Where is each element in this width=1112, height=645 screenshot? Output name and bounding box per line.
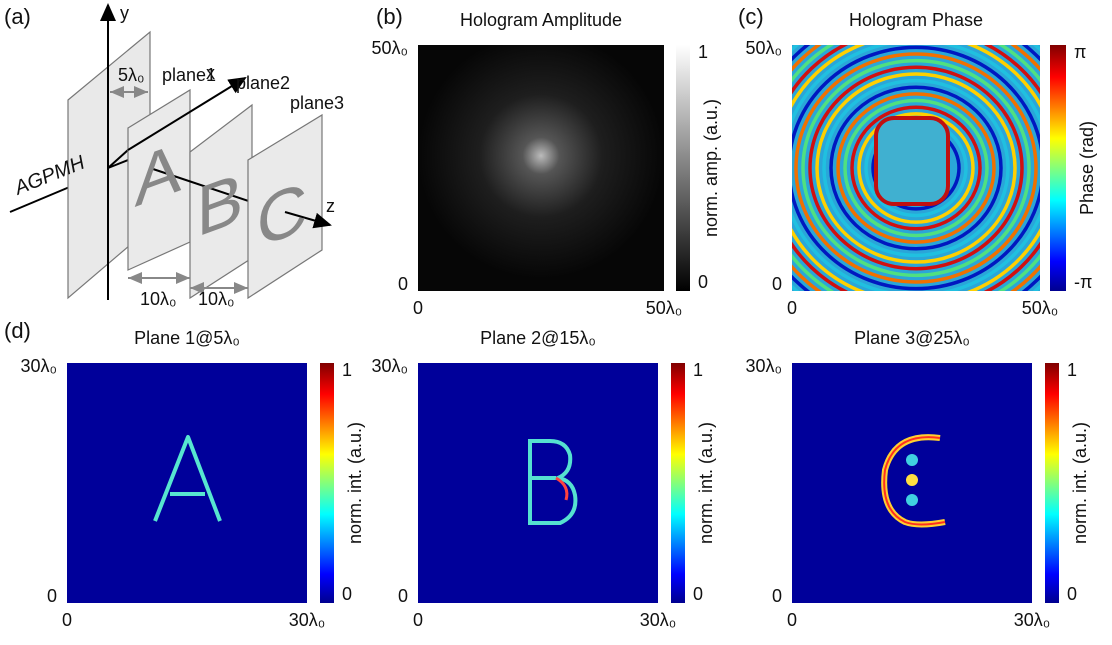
phase-ring — [815, 72, 1017, 264]
colorbar-label: norm. int. (a.u.) — [696, 422, 716, 544]
phase-ring — [843, 98, 989, 238]
x-tick-label: 50λ₀ — [1022, 298, 1059, 318]
y-tick-label: 30λ₀ — [746, 356, 783, 376]
plot-title: Hologram Amplitude — [460, 10, 622, 30]
phase-ring — [822, 78, 1010, 258]
phase-center — [874, 116, 950, 206]
colorbar-label: Phase (rad) — [1077, 121, 1097, 215]
phase-ring — [836, 92, 996, 244]
phase-colorbar — [1050, 45, 1066, 291]
colorbar-label: norm. int. (a.u.) — [345, 422, 365, 544]
y-tick-label: 0 — [398, 274, 408, 294]
colorbar-label: norm. amp. (a.u.) — [701, 99, 721, 237]
colorbar-tick: 0 — [342, 584, 352, 604]
phase-ring — [801, 58, 1031, 278]
colorbar-tick: π — [1074, 42, 1086, 62]
x-tick-label: 0 — [787, 298, 797, 318]
gap-label: 10λ₀ — [140, 289, 177, 309]
panel-label: (c) — [738, 4, 764, 29]
intensity-maps — [67, 363, 1059, 603]
plot-title: Plane 3@25λ₀ — [854, 328, 970, 348]
colorbar-tick: 0 — [698, 272, 708, 292]
x-tick-label: 30λ₀ — [1014, 610, 1051, 630]
y-tick-label: 0 — [772, 586, 782, 606]
panel-label: (a) — [4, 4, 31, 29]
colorbar-tick: 1 — [1067, 360, 1077, 380]
x-tick-label: 0 — [413, 610, 423, 630]
colorbar-tick: 1 — [342, 360, 352, 380]
y-tick-label: 0 — [772, 274, 782, 294]
x-tick-label: 0 — [62, 610, 72, 630]
y-tick-label: 50λ₀ — [372, 38, 409, 58]
phase-ring — [794, 52, 1038, 284]
phase-ring — [792, 45, 1040, 291]
y-tick-label: 30λ₀ — [372, 356, 409, 376]
plot-title: Plane 2@15λ₀ — [480, 328, 596, 348]
x-tick-label: 0 — [787, 610, 797, 630]
panel-label: (b) — [376, 4, 403, 29]
y-tick-label: 50λ₀ — [746, 38, 783, 58]
plane-name: plane2 — [236, 73, 290, 93]
gap-label: 10λ₀ — [198, 289, 235, 309]
colorbar-tick: 1 — [693, 360, 703, 380]
y-tick-label: 0 — [47, 586, 57, 606]
colorbar-label: norm. int. (a.u.) — [1070, 422, 1090, 544]
phase-ring — [829, 85, 1003, 251]
x-tick-label: 50λ₀ — [646, 298, 683, 318]
plane-name: plane3 — [290, 93, 344, 113]
schematic — [9, 3, 332, 300]
axis-label: z — [326, 196, 335, 216]
x-tick-label: 0 — [413, 298, 423, 318]
phase-ring — [857, 112, 975, 224]
plot-title: Hologram Phase — [849, 10, 983, 30]
y-tick-label: 30λ₀ — [21, 356, 58, 376]
colorbar-tick: 0 — [1067, 584, 1077, 604]
colorbar-tick: 1 — [698, 42, 708, 62]
x-tick-label: 30λ₀ — [289, 610, 326, 630]
gap-label: 5λ₀ — [118, 65, 144, 85]
phase-ring — [808, 65, 1024, 271]
plane-letter: A — [135, 128, 182, 223]
colorbar-tick: 0 — [693, 584, 703, 604]
phase-map — [792, 45, 1040, 291]
colorbar-tick: -π — [1074, 272, 1092, 292]
plane-name: plane1 — [162, 65, 216, 85]
axis-label: x — [206, 63, 215, 83]
x-tick-label: 30λ₀ — [640, 610, 677, 630]
y-tick-label: 0 — [398, 586, 408, 606]
axis-label: y — [120, 3, 129, 23]
amplitude-map — [418, 45, 690, 291]
panel-label: (d) — [4, 318, 31, 343]
plane-letter: C — [257, 167, 308, 263]
plot-title: Plane 1@5λ₀ — [134, 328, 240, 348]
plane-letter: B — [197, 158, 244, 252]
phase-ring — [850, 105, 982, 231]
